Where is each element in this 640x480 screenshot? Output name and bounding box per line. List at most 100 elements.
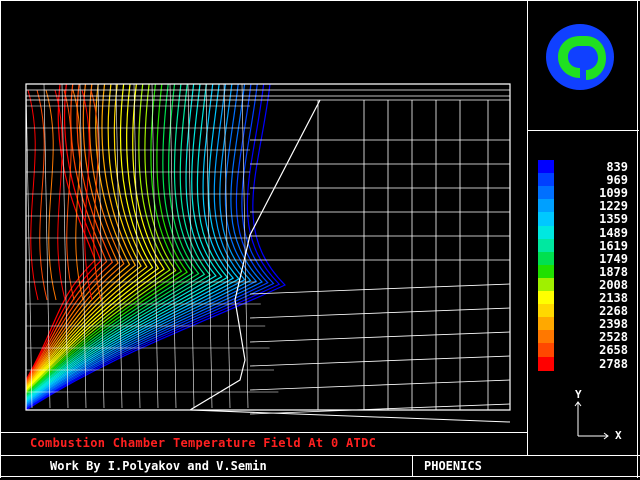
contour-line (25, 83, 246, 405)
legend-value: 1229 (599, 199, 628, 214)
mesh-line (25, 83, 33, 409)
contour-line (25, 83, 194, 396)
legend-color-swatch (538, 160, 554, 174)
mesh-line (249, 283, 511, 295)
contour-line (25, 83, 160, 391)
legend-value: 1749 (599, 251, 628, 266)
mesh-line (249, 379, 511, 391)
legend-entry: 2268 (538, 304, 630, 319)
legend-color-swatch (538, 304, 554, 319)
legend-value: 1359 (599, 212, 628, 227)
legend-value: 2528 (599, 330, 628, 345)
legend-entry: 1229 (538, 199, 630, 214)
frame-left-border (0, 0, 1, 478)
legend-entry: 2788 (538, 356, 630, 371)
plot-panel-right-border (527, 0, 528, 456)
contour-line (25, 83, 281, 410)
contour-line (45, 89, 57, 301)
legend-entry: 2138 (538, 291, 630, 305)
frame-right-border (637, 0, 638, 478)
software-name: PHOENICS (424, 459, 482, 473)
logo-panel-divider (527, 130, 639, 131)
legend-color-swatch (538, 199, 554, 214)
legend-entry: 1749 (538, 251, 630, 266)
mesh-line (151, 83, 159, 409)
legend-entry: 1099 (538, 186, 630, 201)
frame-top-border (0, 0, 640, 1)
legend-value: 1099 (599, 186, 628, 201)
legend-entry: 2658 (538, 343, 630, 358)
mesh-line (223, 83, 231, 409)
mesh-line (189, 409, 511, 423)
axis-y-label: Y (575, 388, 582, 401)
contour-line (54, 89, 66, 301)
contour-line (25, 83, 142, 388)
legend-value: 1489 (599, 225, 628, 240)
legend-value: 1619 (599, 238, 628, 253)
mesh-line (187, 83, 195, 409)
legend-value: 2138 (599, 291, 628, 305)
contour-line (72, 89, 84, 301)
legend-color-swatch (538, 317, 554, 332)
legend-color-swatch (538, 291, 554, 305)
contour-line (25, 83, 206, 398)
mesh-line (133, 83, 141, 409)
logo-inner-swirl (558, 36, 606, 80)
contour-line (25, 83, 108, 383)
plot-caption: Combustion Chamber Temperature Field At … (30, 436, 377, 450)
legend-color-swatch (538, 343, 554, 358)
legend-entry: 1619 (538, 238, 630, 253)
contour-line (63, 89, 75, 301)
legend-value: 2398 (599, 317, 628, 332)
legend-color-swatch (538, 238, 554, 253)
legend-color-swatch (538, 277, 554, 292)
contour-line (25, 83, 119, 384)
legend-value: 1878 (599, 264, 628, 279)
mesh-line (169, 83, 177, 409)
legend-color-swatch (538, 173, 554, 188)
contour-line (25, 83, 269, 408)
credits-text: Work By I.Polyakov and V.Semin (50, 459, 267, 473)
axis-indicator-icon (574, 401, 609, 440)
legend-color-swatch (538, 356, 554, 371)
mesh-line (249, 355, 511, 367)
mesh-line (249, 307, 511, 319)
contour-line (25, 83, 177, 394)
contour-line (25, 83, 287, 411)
legend-color-swatch (538, 186, 554, 201)
legend-value: 839 (606, 160, 628, 174)
legend-value: 2788 (599, 356, 628, 371)
caption-top-divider (0, 432, 528, 433)
legend-color-swatch (538, 225, 554, 240)
legend-entry: 1489 (538, 225, 630, 240)
legend-color-swatch (538, 212, 554, 227)
contour-line (25, 83, 200, 397)
contour-line (25, 83, 131, 386)
legend-value: 2268 (599, 304, 628, 319)
status-bar-top-divider (0, 455, 640, 456)
mesh-line (205, 83, 213, 409)
legend-color-swatch (538, 264, 554, 279)
contour-line (25, 83, 102, 382)
contour-line (25, 83, 263, 407)
mesh-line (241, 83, 249, 409)
legend-entry: 1878 (538, 264, 630, 279)
mesh-line (61, 83, 69, 409)
contour-line (25, 83, 217, 400)
contour-line (36, 89, 48, 301)
legend-value: 969 (606, 173, 628, 188)
legend-color-swatch (538, 251, 554, 266)
status-bar-separator (412, 455, 413, 477)
mesh-line (97, 83, 105, 409)
legend-color-swatch (538, 330, 554, 345)
contour-line (25, 83, 235, 403)
contour-line (25, 83, 171, 393)
mesh-line (115, 83, 123, 409)
contour-line (25, 83, 113, 384)
legend-entry: 2528 (538, 330, 630, 345)
legend-entry: 1359 (538, 212, 630, 227)
contour-line (25, 83, 252, 406)
legend-entry: 969 (538, 173, 630, 188)
